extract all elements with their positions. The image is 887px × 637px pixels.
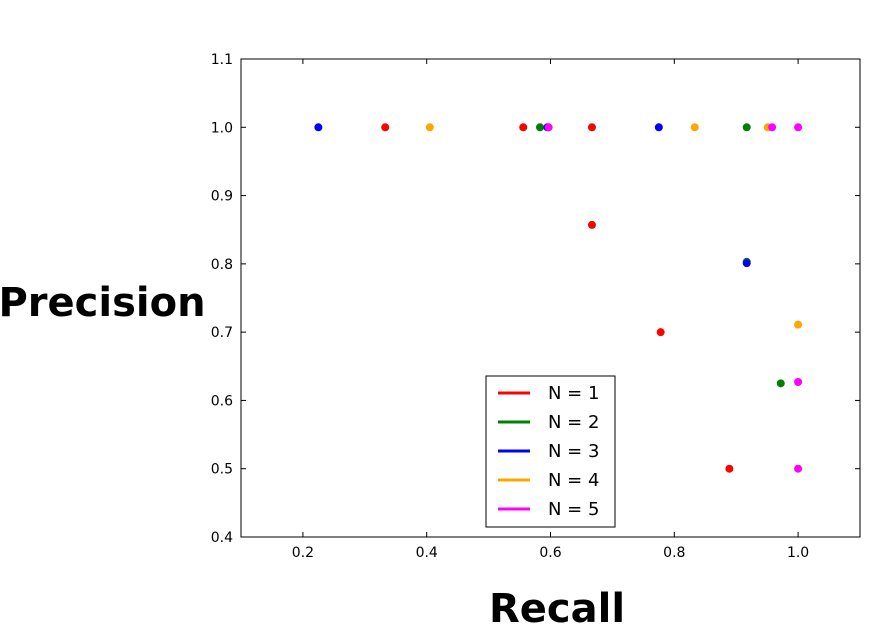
data-point-n4	[794, 320, 803, 329]
data-point-n4	[425, 123, 434, 132]
x-axis-title: Recall	[489, 586, 625, 632]
x-tick-label: 0.8	[663, 545, 685, 561]
plot-area: 0.2 0.4 0.6 0.8 1.0 0.4 0.5 0.6 0.7 0.8 0.9 1.0 1.1	[211, 52, 861, 561]
y-tick-label: 0.5	[211, 462, 233, 478]
data-point-n2	[535, 123, 544, 132]
data-point-n3	[654, 123, 663, 132]
data-point-n2	[776, 379, 785, 388]
x-tick-label: 0.6	[539, 545, 561, 561]
legend-label-n4: N = 4	[548, 470, 599, 491]
legend: N = 1 N = 2 N = 3 N = 4 N = 5	[485, 375, 616, 528]
y-tick-label: 1.0	[211, 120, 233, 136]
y-tick-label: 0.4	[211, 530, 233, 546]
data-point-n4	[690, 123, 699, 132]
data-point-n2	[742, 123, 751, 132]
data-point-n5	[544, 123, 553, 132]
data-point-n1	[381, 123, 390, 132]
legend-label-n3: N = 3	[548, 441, 599, 462]
data-point-n1	[587, 220, 596, 229]
y-tick-label: 0.8	[211, 257, 233, 273]
y-tick-label: 0.9	[211, 189, 233, 205]
y-axis-title: Precision	[0, 280, 206, 326]
legend-label-n1: N = 1	[548, 383, 599, 404]
data-point-n5	[768, 123, 777, 132]
data-point-n1	[725, 464, 734, 473]
data-point-n3	[742, 259, 751, 268]
legend-label-n5: N = 5	[548, 499, 599, 520]
x-tick-label: 0.2	[292, 545, 314, 561]
data-point-n5	[794, 123, 803, 132]
data-point-n1	[519, 123, 528, 132]
data-point-n1	[587, 123, 596, 132]
y-tick-label: 0.6	[211, 393, 233, 409]
legend-label-n2: N = 2	[548, 412, 599, 433]
y-tick-label: 0.7	[211, 325, 233, 341]
x-tick-label: 0.4	[416, 545, 438, 561]
x-tick-label: 1.0	[787, 545, 809, 561]
y-tick-label: 1.1	[211, 52, 233, 68]
data-point-n3	[314, 123, 323, 132]
data-point-n1	[656, 328, 665, 337]
data-point-n5	[794, 377, 803, 386]
data-point-n5	[794, 464, 803, 473]
